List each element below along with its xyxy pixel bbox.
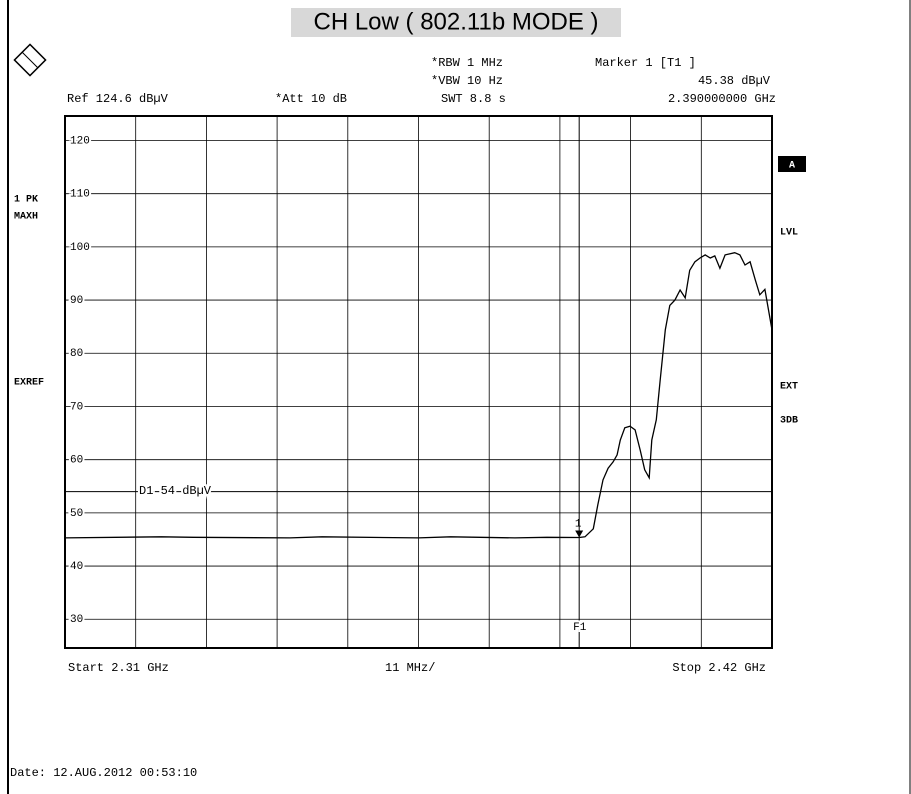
date: Date: 12.AUG.2012 00:53:10: [10, 766, 197, 780]
marker-label: Marker 1 [T1 ]: [595, 56, 696, 70]
y-tick-label: 70: [70, 401, 83, 413]
setting: Ref 124.6 dBµV: [67, 92, 169, 106]
marker: [575, 530, 584, 538]
setting: *RBW 1 MHz: [431, 56, 503, 70]
y-tick-label: 120: [70, 135, 90, 147]
title-bg: [291, 8, 621, 37]
setting: *Att 10 dB: [275, 92, 347, 106]
side-label: 1 PK: [14, 195, 38, 206]
marker-freq: 2.390000000 GHz: [668, 92, 776, 106]
setting: Start 2.31 GHz: [68, 661, 169, 675]
side-label: LVL: [780, 228, 798, 239]
trace: [64, 252, 773, 539]
plot-frame: [64, 115, 773, 649]
side-label: EXREF: [14, 378, 44, 389]
setting: *VBW 10 Hz: [431, 74, 503, 88]
side-label: EXT: [780, 382, 798, 393]
display-line-label: D1 54 dBµV: [139, 484, 212, 498]
y-tick-label: 30: [70, 614, 83, 626]
setting: 11 MHz/: [385, 661, 435, 675]
setting: SWT 8.8 s: [441, 92, 506, 106]
logo: [13, 43, 47, 77]
chart-title: CH Low ( 802.11b MODE ): [314, 8, 599, 35]
marker-name: 1: [575, 518, 582, 530]
frequency-line-label: F1: [573, 622, 587, 634]
y-tick-label: 80: [70, 348, 83, 360]
y-tick-label: 40: [70, 561, 83, 573]
side-box: [778, 156, 806, 172]
side-label: 3DB: [780, 416, 798, 427]
marker-level: 45.38 dBµV: [698, 74, 771, 88]
y-tick-label: 50: [70, 508, 83, 520]
y-tick-label: 100: [70, 242, 90, 254]
side-label: A: [789, 161, 795, 172]
y-tick-label: 60: [70, 455, 83, 467]
setting: Stop 2.42 GHz: [672, 661, 766, 675]
y-tick-label: 110: [70, 189, 90, 201]
side-label: MAXH: [14, 212, 38, 223]
y-tick-label: 90: [70, 295, 83, 307]
